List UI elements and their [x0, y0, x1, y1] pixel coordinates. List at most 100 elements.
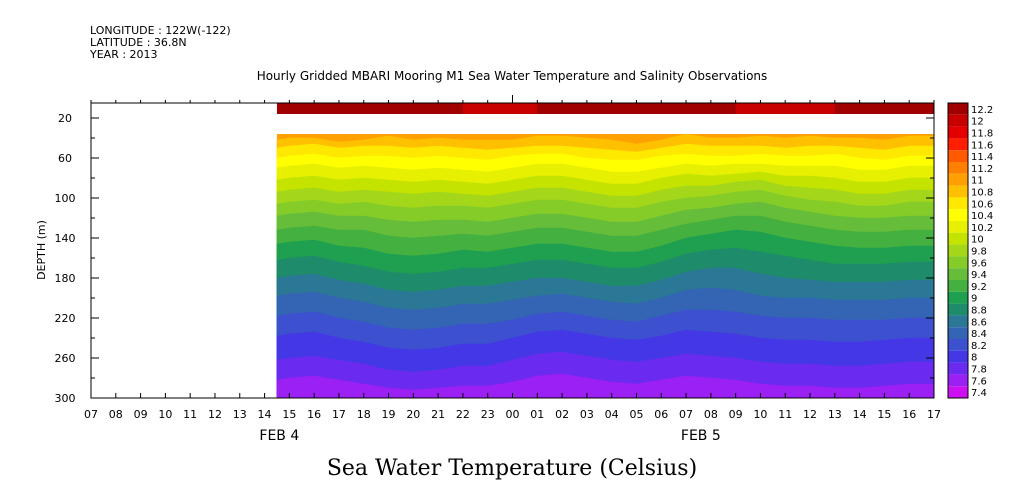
x-tick-label: 06	[654, 408, 668, 421]
x-tick-label: 20	[406, 408, 420, 421]
y-tick-label: 140	[55, 232, 76, 245]
colorbar-cell	[948, 362, 968, 375]
colorbar-label: 8.2	[971, 341, 987, 352]
x-date-label: FEB 4	[259, 428, 299, 444]
x-tick-label: 11	[183, 408, 197, 421]
x-tick-label: 00	[506, 408, 520, 421]
x-tick-label: 09	[729, 408, 743, 421]
y-tick-label: 260	[55, 352, 76, 365]
surface-band	[276, 103, 934, 114]
x-tick-label: 14	[853, 408, 867, 421]
chart-subtitle: Sea Water Temperature (Celsius)	[327, 456, 697, 481]
colorbar-cell	[948, 138, 968, 151]
colorbar: 12.21211.811.611.411.21110.810.610.410.2…	[947, 102, 993, 399]
y-tick-label: 100	[55, 192, 76, 205]
colorbar-cell	[948, 232, 968, 245]
x-tick-label: 04	[605, 408, 619, 421]
colorbar-frame	[947, 102, 969, 399]
colorbar-label: 11.2	[971, 164, 993, 175]
x-tick-label: 13	[233, 408, 247, 421]
metadata-block: LONGITUDE : 122W(-122) LATITUDE : 36.8N …	[90, 25, 231, 61]
colorbar-label: 7.4	[971, 388, 987, 399]
colorbar-label: 8.4	[971, 329, 987, 340]
x-tick-label: 12	[803, 408, 817, 421]
x-tick-label: 19	[382, 408, 396, 421]
colorbar-label: 7.6	[971, 376, 987, 387]
x-tick-label: 15	[282, 408, 296, 421]
x-tick-label: 05	[629, 408, 643, 421]
x-tick-label: 07	[679, 408, 693, 421]
colorbar-label: 12.2	[971, 105, 993, 116]
x-tick-label: 08	[704, 408, 718, 421]
colorbar-cell	[948, 303, 968, 316]
colorbar-cell	[948, 162, 968, 174]
colorbar-label: 11	[971, 176, 984, 187]
x-tick-label: 22	[456, 408, 470, 421]
y-tick-label: 60	[58, 152, 72, 165]
colorbar-cell	[948, 209, 968, 221]
colorbar-cell	[948, 291, 968, 304]
longitude-label: LONGITUDE : 122W(-122)	[90, 24, 231, 37]
y-tick-label: 20	[58, 112, 72, 125]
colorbar-cell	[948, 386, 968, 398]
x-tick-label: 12	[208, 408, 222, 421]
colorbar-label: 11.6	[971, 140, 993, 151]
colorbar-label: 9.8	[971, 247, 987, 258]
x-tick-label: 03	[580, 408, 594, 421]
colorbar-cell	[948, 244, 968, 257]
colorbar-label: 10	[971, 235, 984, 246]
colorbar-cell	[948, 173, 968, 186]
colorbar-label: 8.6	[971, 317, 987, 328]
year-label: YEAR : 2013	[90, 48, 158, 61]
y-axis-label: DEPTH (m)	[35, 220, 48, 280]
x-tick-label: 17	[927, 408, 941, 421]
x-tick-label: 23	[481, 408, 495, 421]
colorbar-label: 8.8	[971, 306, 987, 317]
colorbar-cell	[948, 280, 968, 292]
x-tick-label: 13	[828, 408, 842, 421]
x-tick-label: 07	[84, 408, 98, 421]
colorbar-label: 10.8	[971, 188, 993, 199]
colorbar-cell	[948, 350, 968, 363]
y-tick-label: 300	[55, 392, 76, 405]
chart-title: Hourly Gridded MBARI Mooring M1 Sea Wate…	[257, 69, 768, 83]
x-tick-label: 16	[307, 408, 321, 421]
x-tick-label: 02	[555, 408, 569, 421]
x-tick-label: 16	[902, 408, 916, 421]
colorbar-cell	[948, 221, 968, 233]
colorbar-cell	[948, 185, 968, 198]
y-tick-label: 220	[55, 312, 76, 325]
colorbar-label: 9.6	[971, 258, 987, 269]
colorbar-label: 10.2	[971, 223, 993, 234]
colorbar-cell	[948, 256, 968, 269]
isotherm-band-7.6	[276, 373, 935, 399]
y-tick-label: 180	[55, 272, 76, 285]
colorbar-label: 10.6	[971, 199, 993, 210]
colorbar-cell	[948, 150, 968, 162]
colorbar-label: 7.8	[971, 365, 987, 376]
colorbar-cell	[948, 126, 968, 139]
colorbar-label: 11.4	[971, 152, 993, 163]
x-tick-label: 08	[109, 408, 123, 421]
colorbar-label: 11.8	[971, 129, 993, 140]
surface-band-dark-1	[735, 103, 835, 114]
x-tick-label: 18	[357, 408, 371, 421]
colorbar-cell	[948, 268, 968, 280]
x-tick-label: 17	[332, 408, 346, 421]
colorbar-label: 8	[971, 353, 977, 364]
x-tick-label: 11	[778, 408, 792, 421]
colorbar-cell	[948, 114, 968, 127]
x-tick-label: 21	[431, 408, 445, 421]
x-date-label: FEB 5	[681, 428, 721, 444]
colorbar-label: 9.2	[971, 282, 987, 293]
x-tick-label: 10	[753, 408, 767, 421]
x-tick-label: 10	[158, 408, 172, 421]
colorbar-cell	[948, 374, 968, 387]
x-tick-label: 15	[877, 408, 891, 421]
colorbar-label: 12	[971, 117, 984, 128]
colorbar-cell	[948, 197, 968, 210]
surface-band-dark-0	[462, 103, 538, 114]
colorbar-cell	[948, 339, 968, 351]
